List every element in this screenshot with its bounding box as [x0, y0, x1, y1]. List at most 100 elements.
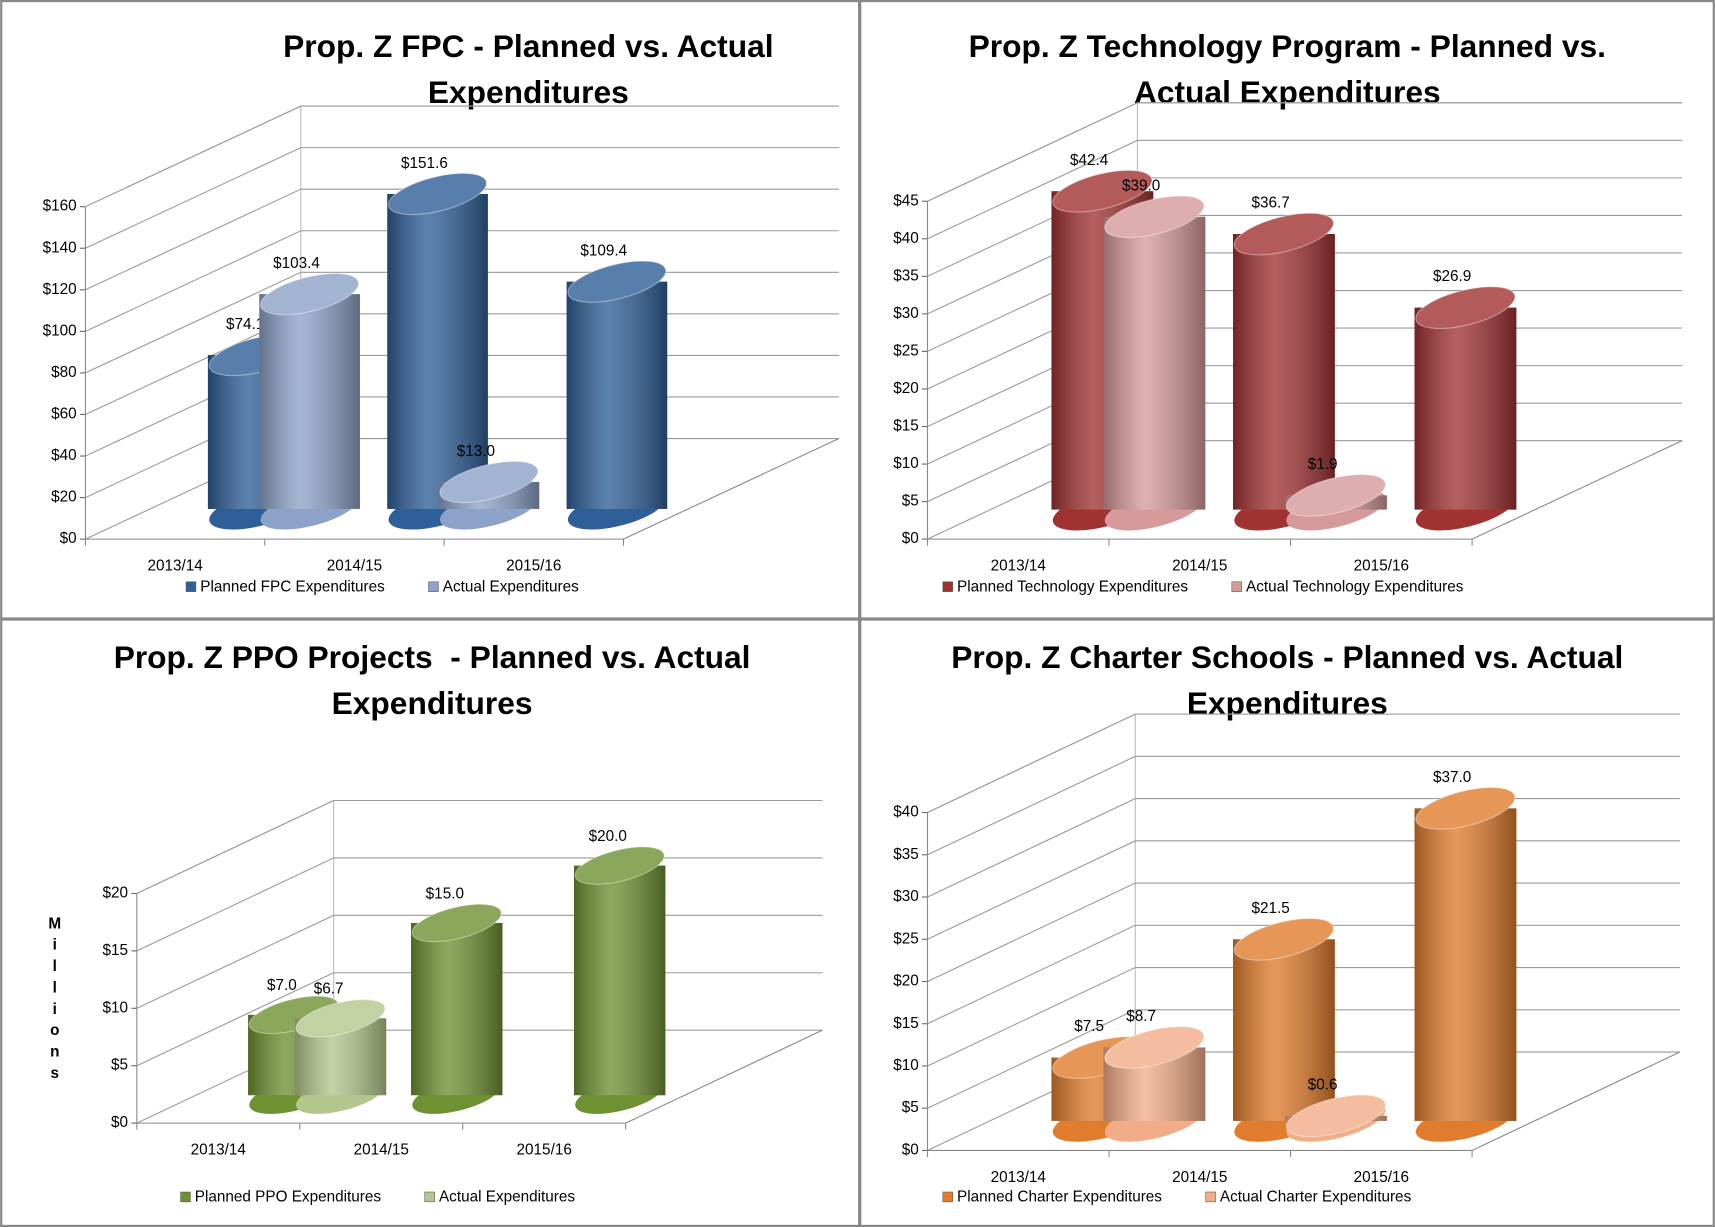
x-tick-label: 2014/15 [1172, 1169, 1227, 1186]
x-tick-label: 2014/15 [327, 558, 382, 575]
data-label: $26.9 [1433, 268, 1471, 285]
y-tick-label: $20 [893, 380, 919, 397]
data-label: $74.1 [226, 316, 264, 333]
y-tick-label: $35 [893, 267, 919, 284]
cylinder-top [1233, 917, 1335, 961]
cylinder-shade [566, 281, 668, 509]
cylinder-top [1415, 286, 1516, 329]
cylinder-top-light [1234, 213, 1334, 255]
cylinder [1232, 212, 1335, 531]
y-tick-label: $15 [893, 1015, 919, 1032]
title-box: Prop. Z PPO Projects - Planned vs. Actua… [113, 640, 751, 722]
chart-title: Prop. Z FPC - Planned vs. Actual Expendi… [283, 29, 783, 111]
legend-label: Planned FPC Expenditures [200, 578, 385, 595]
grid-line [927, 713, 1680, 814]
data-label: $36.7 [1251, 195, 1289, 212]
cylinder-top-light [1052, 170, 1152, 213]
x-tick-label: 2015/16 [506, 558, 561, 575]
cylinder-top-light [412, 904, 502, 942]
y-tick-label: $160 [43, 198, 77, 215]
cylinder [411, 903, 503, 1114]
y-tick-label: $140 [43, 239, 77, 256]
cylinder [1414, 786, 1517, 1142]
cylinder-top [567, 260, 667, 303]
cylinder [438, 460, 540, 530]
cylinder-top-light [1234, 918, 1334, 961]
title-box: Prop. Z Charter Schools - Planned vs. Ac… [951, 641, 1623, 722]
cylinder-top-light [575, 846, 665, 885]
y-tick-label: $0 [902, 530, 919, 547]
cylinder-top [1415, 786, 1516, 830]
grid-line [927, 755, 1680, 856]
y-tick-label: $25 [893, 930, 919, 947]
legend-swatch [1231, 581, 1242, 592]
cylinder-top [574, 846, 665, 885]
y-tick-label: $30 [893, 888, 919, 905]
x-tick-label: 2014/15 [1172, 558, 1227, 575]
y-tick-label: $15 [893, 418, 919, 435]
y-tick-label: $25 [893, 342, 919, 359]
data-label: $15.0 [426, 885, 464, 902]
y-tick-label: $100 [43, 322, 77, 339]
grid-line [85, 230, 839, 332]
data-label: $1.9 [1308, 456, 1338, 473]
data-label: $109.4 [580, 242, 627, 259]
cylinder-top-light [1104, 195, 1204, 238]
x-tick-label: 2015/16 [517, 1141, 572, 1158]
y-tick-label: $15 [103, 942, 129, 959]
grid-line [85, 188, 839, 291]
y-tick-label: $0 [902, 1141, 919, 1158]
y-tick-label: $5 [111, 1057, 128, 1074]
y-tick-label: $10 [893, 1057, 919, 1074]
cylinder-top-light [1415, 286, 1516, 329]
chart-panel: Prop. Z Charter Schools - Planned vs. Ac… [893, 641, 1681, 1206]
y-axis-label: Millions [46, 915, 63, 1086]
data-label: $20.0 [589, 828, 627, 845]
legend-label: Actual Expenditures [439, 1189, 575, 1206]
legend-swatch [1205, 1191, 1216, 1203]
cylinder-shade [573, 865, 666, 1096]
cylinder-top [388, 172, 488, 216]
cylinder [1285, 473, 1387, 531]
cylinder-top [1285, 1094, 1387, 1138]
title-box: Prop. Z FPC - Planned vs. Actual Expendi… [283, 29, 783, 111]
chart-panel: Prop. Z FPC - Planned vs. Actual Expendi… [43, 29, 840, 595]
y-tick-label: $20 [103, 885, 129, 902]
data-label: $37.0 [1433, 769, 1471, 786]
legend-swatch [942, 1191, 953, 1203]
legend-label: Actual Technology Expenditures [1246, 578, 1464, 595]
cylinder-top-light [439, 461, 538, 503]
legend-swatch [180, 1191, 191, 1203]
y-tick-label: $10 [893, 455, 919, 472]
cylinder-top [260, 272, 360, 316]
data-label: $13.0 [457, 443, 495, 460]
x-tick-label: 2015/16 [1354, 1169, 1409, 1186]
cylinder-top [1104, 195, 1205, 239]
x-tick-label: 2013/14 [991, 558, 1047, 575]
cylinder [1103, 1026, 1206, 1142]
cylinder-top-light [260, 273, 359, 315]
cylinder-top-light [1415, 787, 1516, 830]
cylinder [259, 272, 360, 530]
cylinder [1414, 286, 1517, 531]
chart-title: Prop. Z PPO Projects - Planned vs. Actua… [113, 640, 751, 722]
y-tick-label: $5 [902, 1099, 919, 1116]
data-label: $21.5 [1251, 900, 1289, 917]
x-tick-label: 2013/14 [991, 1169, 1047, 1186]
y-tick-label: $20 [51, 489, 77, 506]
cylinder [566, 260, 668, 530]
cylinder-top-light [388, 173, 487, 215]
cylinder [387, 172, 488, 530]
data-label: $39.0 [1122, 177, 1160, 194]
data-label: $8.7 [1126, 1008, 1156, 1025]
cylinder-top [439, 460, 539, 504]
grid-line [927, 139, 1683, 240]
cylinder-shade [387, 193, 488, 509]
cylinder-shade [1232, 234, 1335, 510]
data-label: $151.6 [401, 155, 448, 172]
cylinder-top [1285, 473, 1387, 517]
legend-swatch [424, 1191, 435, 1203]
y-tick-label: $30 [893, 305, 919, 322]
